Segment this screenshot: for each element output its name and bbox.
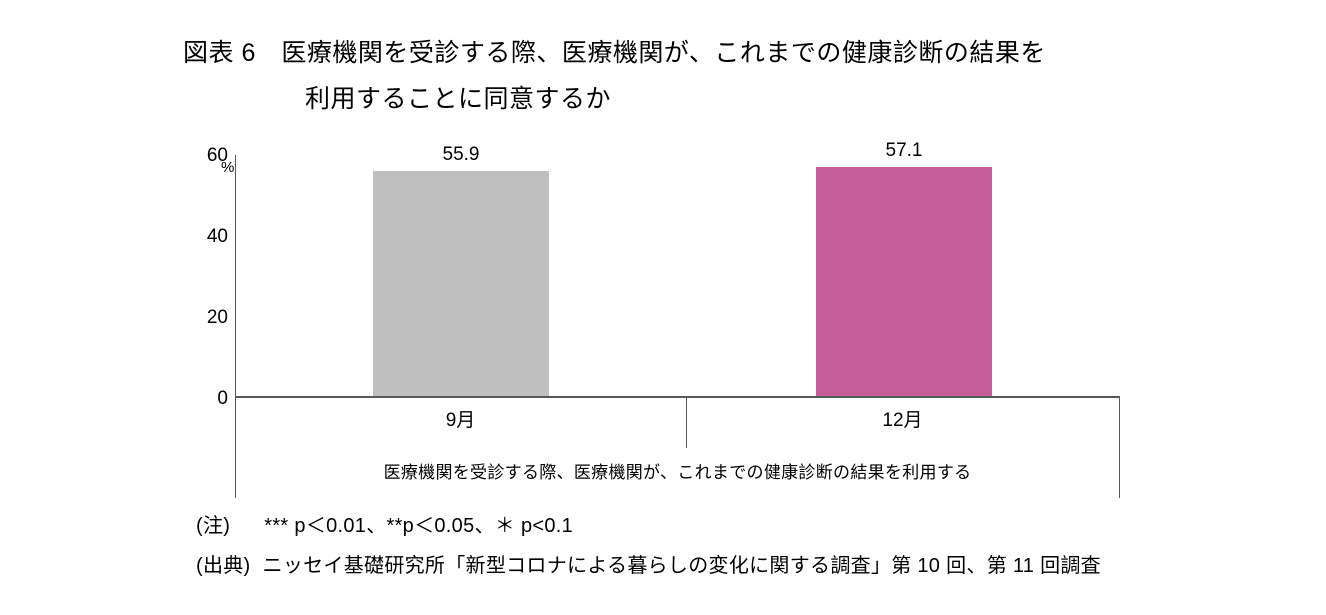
- chart-plot-area: 55.9 57.1: [235, 140, 1120, 398]
- x-category-december: 12月: [882, 410, 923, 431]
- figure-title-line1: 図表 6 医療機関を受診する際、医療機関が、これまでの健康診断の結果を: [183, 39, 1046, 67]
- bar-group-december: 57.1: [816, 140, 992, 396]
- y-axis-unit-label: %: [221, 159, 235, 176]
- y-axis-tick-60: 60: [206, 145, 228, 166]
- footnote-source-label: (出典): [196, 555, 251, 577]
- category-divider: [686, 398, 687, 448]
- bar-september: [373, 171, 549, 396]
- footnote-source-text: ニッセイ基礎研究所「新型コロナによる暮らしの変化に関する調査」第 10 回、第 …: [262, 555, 1101, 577]
- footnote-source: (出典) ニッセイ基礎研究所「新型コロナによる暮らしの変化に関する調査」第 10…: [196, 553, 1101, 579]
- figure-title-line2: 利用することに同意するか: [305, 85, 612, 113]
- figure-title: 図表 6 医療機関を受診する際、医療機関が、これまでの健康診断の結果を 利用する…: [183, 30, 1046, 122]
- bar-value-december: 57.1: [885, 139, 923, 161]
- y-axis-tick-40: 40: [206, 226, 228, 247]
- bar-december: [816, 166, 992, 396]
- footnote-note: (注) *** p＜0.01、**p＜0.05、＊ p<0.1: [196, 513, 573, 539]
- series-label: 医療機関を受診する際、医療機関が、これまでの健康診断の結果を利用する: [383, 463, 972, 482]
- bar-value-september: 55.9: [442, 144, 480, 166]
- y-axis-tick-0: 0: [217, 388, 228, 409]
- y-axis-tick-20: 20: [206, 307, 228, 328]
- footnote-note-label: (注): [196, 515, 231, 537]
- axis-dropline-left: [235, 398, 236, 498]
- bar-group-september: 55.9: [373, 144, 549, 396]
- footnote-note-text: *** p＜0.01、**p＜0.05、＊ p<0.1: [264, 515, 574, 537]
- axis-dropline-right: [1119, 398, 1120, 498]
- x-category-september: 9月: [445, 410, 476, 431]
